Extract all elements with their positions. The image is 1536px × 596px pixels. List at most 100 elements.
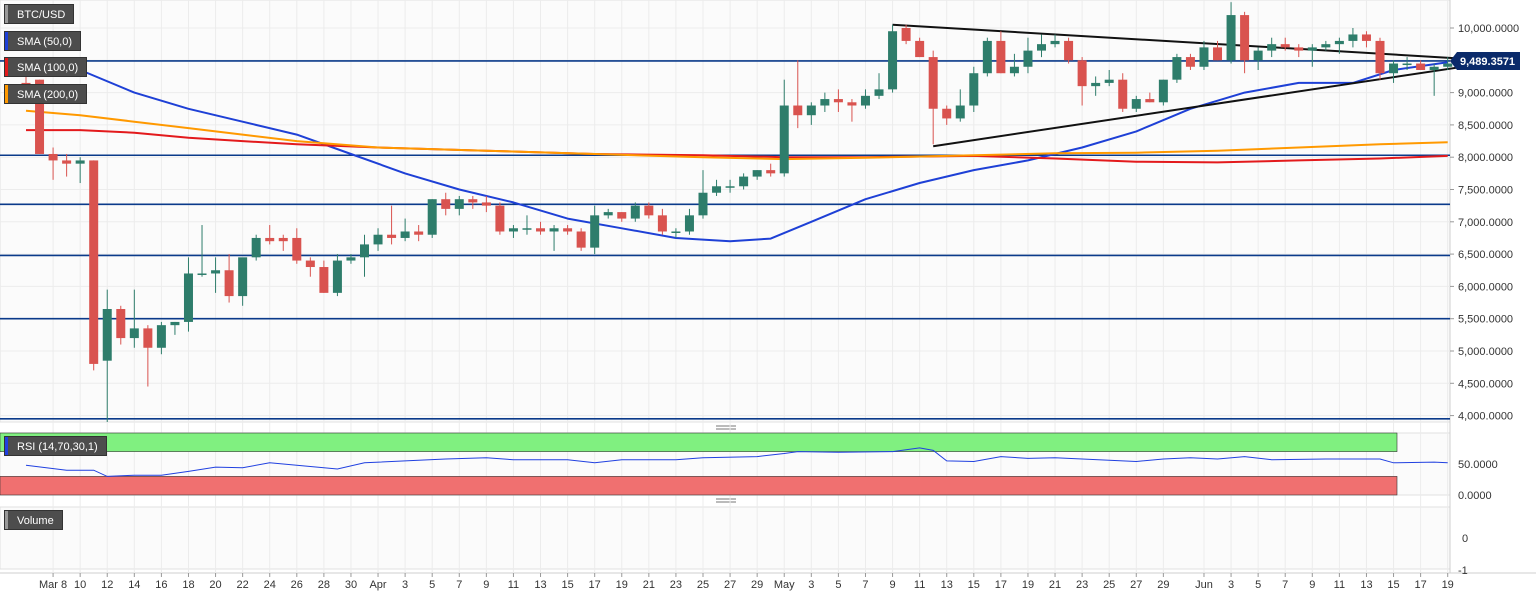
candle-body [955,105,965,119]
candle-body [116,309,126,339]
candle-body [1023,50,1033,67]
candle-body [156,325,166,348]
candle-body [1118,79,1128,109]
time-axis-label: 3 [402,579,408,591]
candle-body [332,260,342,293]
candle-body [996,40,1006,74]
candle-body [1077,60,1087,87]
candle-body [860,95,870,106]
time-axis-label: 5 [1255,579,1261,591]
candle-body [982,40,992,74]
candle-body [1226,15,1236,61]
time-axis-label: 29 [1157,579,1169,591]
candle-body [1280,44,1290,48]
time-axis-label: 12 [101,579,113,591]
candle-body [1375,40,1385,74]
time-axis-label: 17 [1414,579,1426,591]
candle-body [305,260,315,268]
candle-body [766,170,776,174]
candle-body [563,228,573,232]
candle-body [1185,57,1195,67]
time-axis-label: 7 [456,579,462,591]
time-axis-label: 20 [209,579,221,591]
candle-body [576,231,586,248]
time-axis-label: 5 [835,579,841,591]
trendline-upper [892,23,1502,62]
volume-label[interactable]: Volume [4,510,63,530]
symbol-label[interactable]: BTC/USD [4,4,75,24]
time-axis-label: 5 [429,579,435,591]
trendline-lower [933,59,1503,148]
time-axis-label: 19 [1022,579,1034,591]
time-axis-label: 21 [643,579,655,591]
time-axis-label: 11 [1334,579,1345,591]
candle-body [360,244,369,258]
price-axis-label: 4,000.0000 [1458,411,1513,423]
time-axis-label: 11 [914,579,925,591]
time-axis-label: 25 [697,579,709,591]
candle-body [1172,57,1182,80]
price-axis-label: 8,500.0000 [1458,120,1513,132]
last-price-marker: 9,489.3571 [1450,51,1520,70]
rsi-bands [0,432,1398,496]
rsi-label[interactable]: RSI (14,70,30,1) [4,436,107,456]
volume-resize-handle[interactable] [716,498,736,503]
candle-body [319,267,329,293]
sma100-label[interactable]: SMA (100,0) [4,57,88,77]
rsi-resize-handle[interactable] [716,425,736,430]
candle-body [739,176,749,187]
time-axis-label: 15 [561,579,573,591]
time-axis-label: May [774,579,795,591]
sma50-label-text: SMA (50,0) [17,36,73,48]
last-price-label: 9,489.3571 [1460,56,1515,68]
candle-body [495,205,505,232]
candle-body [224,270,234,297]
price-panel-bg[interactable] [0,0,1451,423]
candle-body [400,231,410,238]
time-axis-label: 27 [1130,579,1142,591]
candle-body [1321,44,1331,48]
candle-body [414,231,424,235]
candle-body [143,328,153,348]
time-axis-label: 13 [941,579,953,591]
candle-body [779,105,789,174]
time-axis-label: 19 [616,579,628,591]
time-axis-label: 30 [345,579,357,591]
time-axis-label: 14 [128,579,140,591]
candle-body [806,105,816,116]
symbol-label-text: BTC/USD [17,9,66,21]
rsi-series-line [25,447,1448,477]
time-axis-label: 13 [1360,579,1372,591]
candle-body [251,237,261,258]
candle-body [278,237,288,242]
candle-body [35,79,45,154]
candle-body [292,237,302,261]
candle-body [481,202,491,206]
candle-body [1213,47,1223,61]
candle-body [211,270,221,274]
time-axis-label: 25 [1103,579,1115,591]
time-axis-label: Apr [369,579,386,591]
candle-body [752,170,762,177]
candle-body [441,199,451,209]
candle-body [522,228,532,230]
candle-body [1199,47,1209,67]
time-axis-label: 23 [1076,579,1088,591]
time-axis-label: 16 [155,579,167,591]
candle-body [1091,82,1101,87]
price-axis-label: 10,000.0000 [1458,23,1519,35]
sma200-label[interactable]: SMA (200,0) [4,84,88,104]
time-axis-label: 13 [534,579,546,591]
candle-body [603,212,613,216]
sma200-label-text: SMA (200,0) [17,89,79,101]
sma50-label[interactable]: SMA (50,0) [4,31,82,51]
rsi-label-text: RSI (14,70,30,1) [17,441,98,453]
sub-axes: 50.0000 0.0000 0 -1 [1458,459,1498,577]
candle-body [698,192,708,216]
candle-body [62,160,72,164]
rsi-axis-label: 50.0000 [1458,459,1498,471]
candle-body [1348,34,1358,41]
time-axis-label: 29 [751,579,763,591]
volume-panel-bg[interactable] [0,506,1451,570]
candle-body [1416,63,1426,70]
